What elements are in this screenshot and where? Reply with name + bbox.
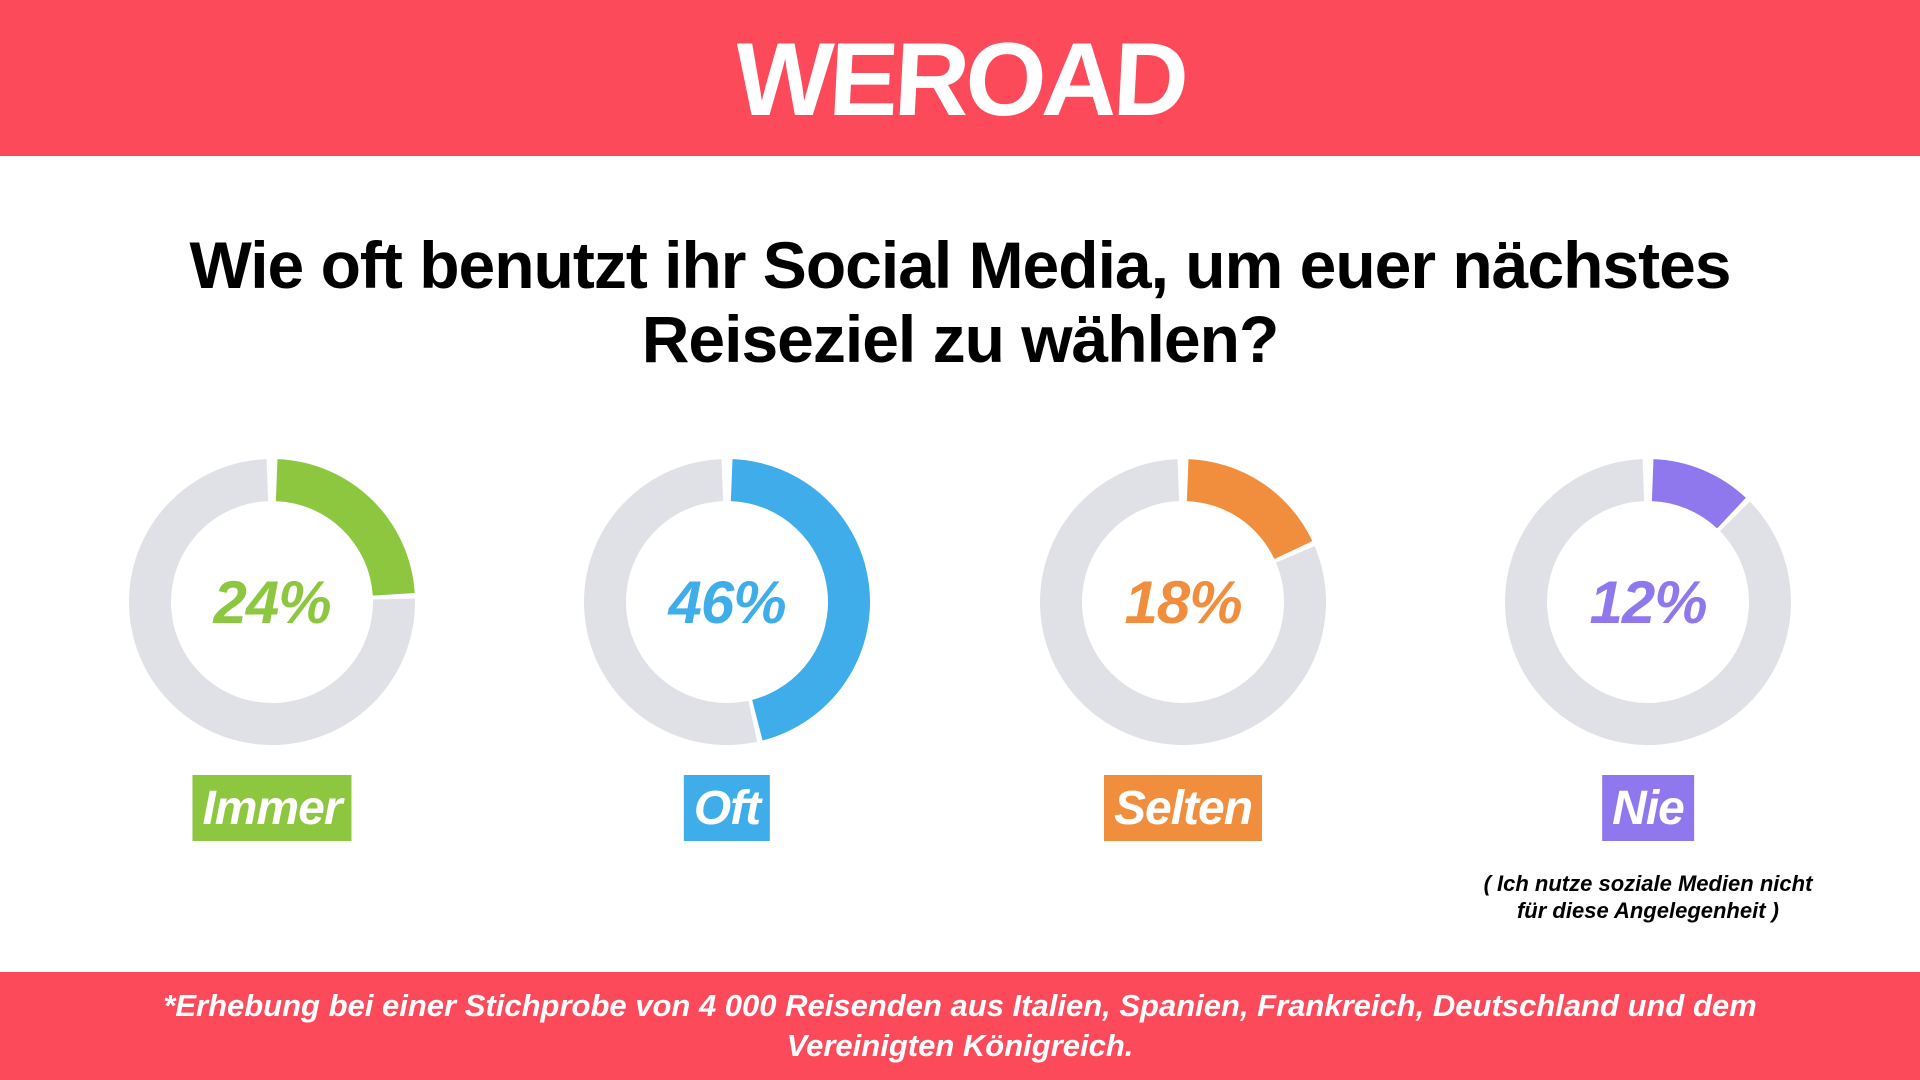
value-label-immer: 24% — [212, 569, 330, 636]
page-title-line-2: Reiseziel zu wählen? — [641, 302, 1280, 376]
value-label-nie: 12% — [1589, 569, 1706, 636]
value-label-oft: 46% — [667, 569, 785, 636]
page-title-line-1: Wie oft benutzt ihr Social Media, um eue… — [189, 228, 1731, 302]
category-label-nie: Nie — [1602, 775, 1694, 841]
category-label-immer: Immer — [192, 775, 352, 841]
header-bar: WEROAD — [0, 0, 1920, 156]
donut-slice-selten — [1186, 459, 1313, 559]
donut-track-immer — [128, 459, 415, 745]
nie-annotation-line-2: für diese Angelegenheit ) — [1516, 898, 1779, 923]
donut-track-nie — [1504, 459, 1791, 745]
donut-slice-immer — [275, 459, 415, 596]
donut-selten: 18% — [1040, 459, 1326, 745]
donut-track-selten — [1040, 459, 1326, 745]
donut-immer: 24% — [128, 459, 415, 745]
donut-nie: 12% — [1504, 459, 1791, 745]
category-label-selten: Selten — [1103, 775, 1263, 841]
footer-bar: *Erhebung bei einer Stichprobe von 4 000… — [0, 972, 1920, 1080]
category-label-oft: Oft — [683, 775, 771, 841]
donut-oft: 46% — [583, 459, 871, 746]
value-label-selten: 18% — [1124, 569, 1241, 636]
donut-track-oft — [583, 459, 758, 746]
nie-annotation-line-1: ( Ich nutze soziale Medien nicht — [1483, 871, 1813, 896]
footnote-line-1: *Erhebung bei einer Stichprobe von 4 000… — [163, 988, 1757, 1023]
donut-slice-nie — [1651, 459, 1746, 529]
page-title: Wie oft benutzt ihr Social Media, um eue… — [0, 228, 1920, 376]
footnote: *Erhebung bei einer Stichprobe von 4 000… — [50, 986, 1870, 1066]
donut-slice-oft — [730, 459, 871, 741]
nie-annotation: ( Ich nutze soziale Medien nicht für die… — [1438, 870, 1858, 924]
footnote-line-2: Vereinigten Königreich. — [786, 1028, 1134, 1063]
